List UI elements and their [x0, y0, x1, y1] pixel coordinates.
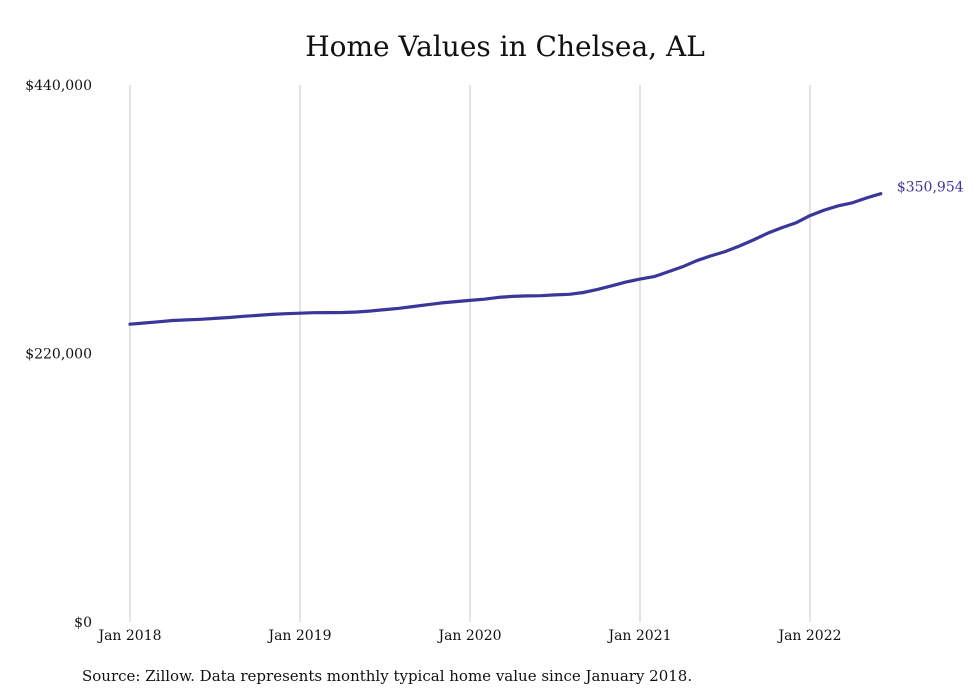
chart-title: Home Values in Chelsea, AL: [305, 30, 705, 63]
y-tick-label: $220,000: [25, 347, 92, 363]
end-value-label: $350,954: [897, 180, 964, 196]
gridlines: [129, 85, 811, 622]
y-tick-label: $0: [74, 615, 92, 631]
series-layer: $350,954: [128, 180, 964, 326]
y-axis-ticks: $0 $220,000 $440,000: [25, 78, 92, 631]
x-tick-label: Jan 2021: [606, 628, 671, 644]
x-tick-label: Jan 2018: [96, 628, 161, 644]
x-tick-label: Jan 2022: [776, 628, 841, 644]
x-axis-ticks: Jan 2018 Jan 2019 Jan 2020 Jan 2021 Jan 2022: [96, 628, 841, 644]
series-line: [128, 192, 883, 326]
x-tick-label: Jan 2020: [436, 628, 501, 644]
y-tick-label: $440,000: [25, 78, 92, 94]
x-tick-label: Jan 2019: [266, 628, 331, 644]
source-note: Source: Zillow. Data represents monthly …: [82, 667, 693, 685]
